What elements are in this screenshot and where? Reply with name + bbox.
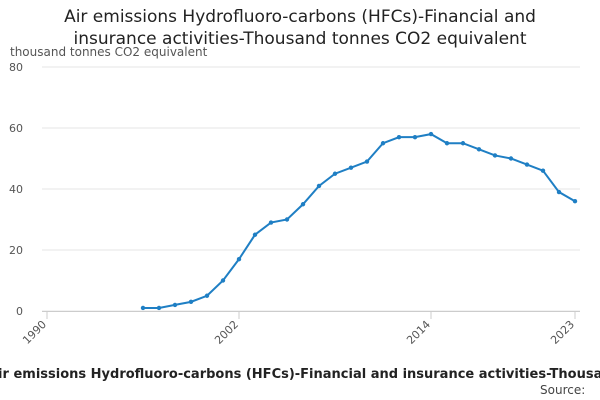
source: Source: <box>540 383 585 397</box>
point <box>172 302 178 308</box>
point <box>364 159 370 164</box>
point <box>348 165 354 170</box>
x-tick-label: 2002 <box>212 318 241 347</box>
point <box>380 141 386 146</box>
point <box>412 134 418 140</box>
point <box>508 156 514 161</box>
x-tick-label: 2023 <box>548 318 577 347</box>
point <box>444 141 450 146</box>
point <box>156 305 162 311</box>
point <box>300 202 306 207</box>
point <box>220 278 226 283</box>
point <box>204 293 210 298</box>
point <box>236 256 242 262</box>
x-tick-label: 2014 <box>404 318 433 347</box>
y-tick-label: 40 <box>9 183 23 196</box>
point <box>284 217 290 222</box>
caption: Air emissions Hydrofluoro-carbons (HFCs)… <box>0 367 600 382</box>
point <box>476 147 482 152</box>
x-tick-label: 1990 <box>20 318 49 347</box>
line <box>143 133 576 309</box>
point <box>396 134 402 140</box>
point <box>140 305 146 311</box>
point <box>252 232 258 237</box>
chart-title: Air emissions Hydrofluoro-carbons (HFCs)… <box>64 7 536 49</box>
point <box>492 153 498 158</box>
point <box>556 189 562 195</box>
point <box>524 162 530 167</box>
y-axis-label: thousand tonnes CO2 equivalent <box>10 45 208 59</box>
y-tick-label: 60 <box>9 122 23 135</box>
point <box>268 220 274 225</box>
point <box>332 171 338 176</box>
y-tick-label: 20 <box>9 244 23 257</box>
y-tick-label: 80 <box>9 61 23 74</box>
point <box>188 299 194 305</box>
point <box>540 168 546 173</box>
point <box>572 199 578 204</box>
point <box>316 183 322 189</box>
point <box>460 141 466 146</box>
point <box>428 131 434 137</box>
y-tick-label: 0 <box>16 305 23 318</box>
